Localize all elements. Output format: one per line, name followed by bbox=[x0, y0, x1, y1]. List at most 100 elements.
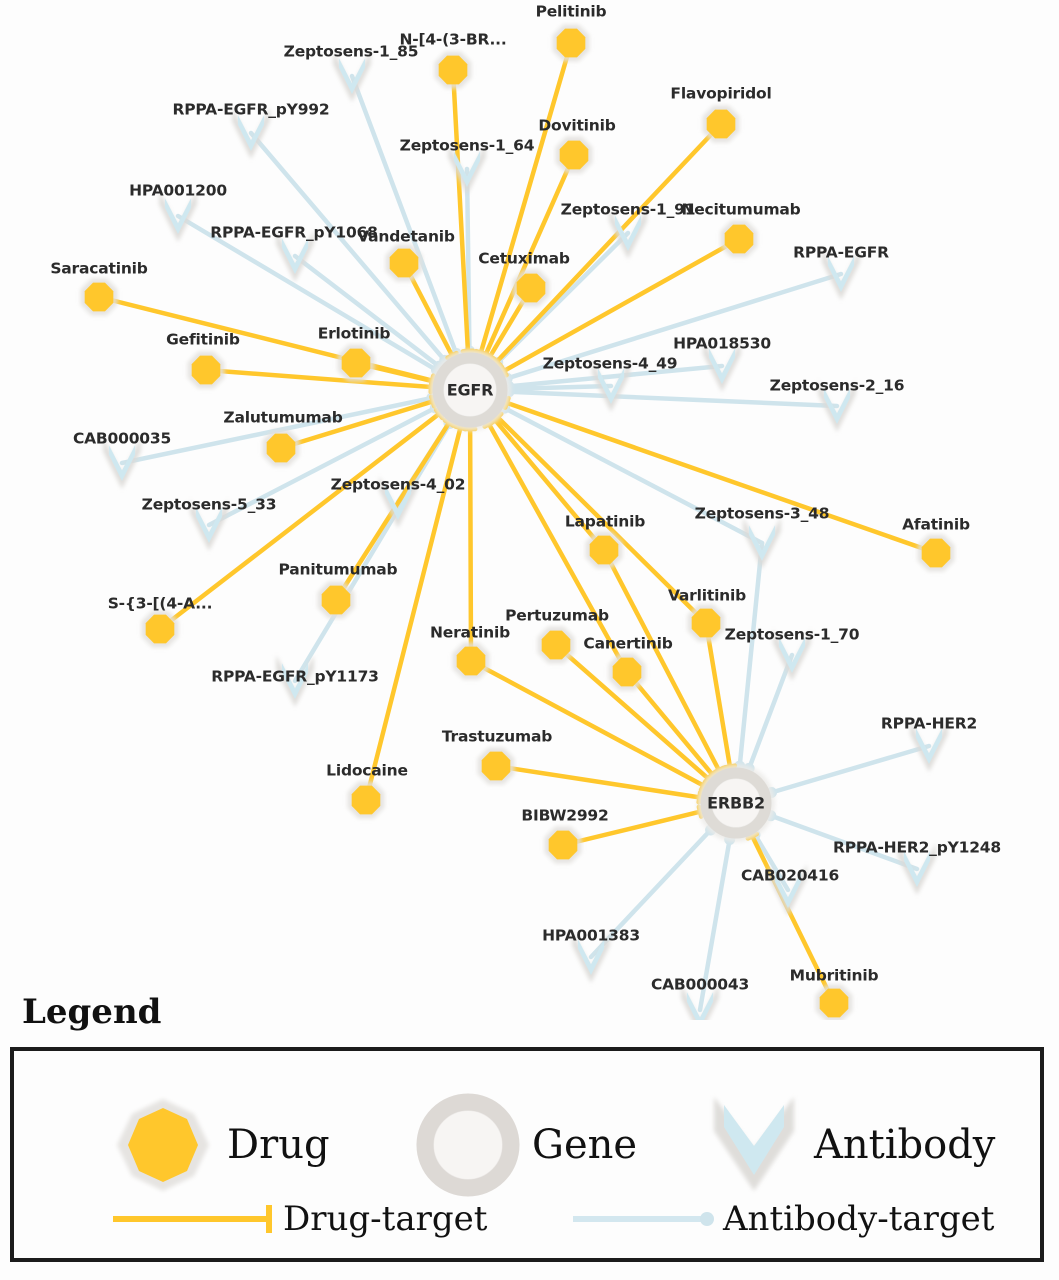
antibody-label: Zeptosens-4_02 bbox=[330, 475, 466, 494]
antibody-label: Zeptosens-1_64 bbox=[399, 136, 535, 155]
drug-node[interactable] bbox=[585, 531, 623, 569]
antibody-label: Zeptosens-1_85 bbox=[283, 42, 419, 61]
drug-node[interactable] bbox=[317, 581, 355, 619]
antibody-node[interactable] bbox=[910, 720, 948, 772]
drug-label: N-[4-(3-BR... bbox=[399, 30, 507, 49]
drug-node[interactable] bbox=[477, 747, 515, 785]
antibody-label: Zeptosens-3_48 bbox=[694, 504, 830, 523]
legend-label-gene: Gene bbox=[532, 1122, 638, 1168]
antibody-node[interactable] bbox=[769, 864, 807, 916]
drug-label: Vandetanib bbox=[357, 227, 455, 246]
drug-label: Trastuzumab bbox=[441, 727, 553, 746]
drug-label: Saracatinib bbox=[50, 259, 148, 278]
drug-node[interactable] bbox=[80, 278, 118, 316]
antibody-node[interactable] bbox=[773, 629, 811, 681]
antibody-node[interactable] bbox=[572, 931, 610, 983]
antibody-label: Zeptosens-5_33 bbox=[141, 495, 277, 514]
drug-label: S-{3-[(4-A... bbox=[107, 594, 213, 613]
drug-label: Erlotinib bbox=[317, 324, 391, 343]
drug-node[interactable] bbox=[608, 653, 646, 691]
antibody-node[interactable] bbox=[818, 380, 856, 432]
antibody-node[interactable] bbox=[333, 50, 371, 102]
antibody-node[interactable] bbox=[898, 843, 936, 895]
antibody-node[interactable] bbox=[592, 360, 630, 412]
antibody-label: CAB000035 bbox=[72, 429, 172, 448]
drug-node[interactable] bbox=[141, 610, 179, 648]
drug-label: Pelitinib bbox=[535, 2, 607, 21]
drug-label: Panitumumab bbox=[278, 560, 398, 579]
legend-edge-row: Drug-target Antibody-target bbox=[14, 1199, 1040, 1259]
network-canvas bbox=[80, 24, 955, 1020]
antibody-label: RPPA-HER2 bbox=[880, 714, 978, 733]
antibody-label: HPA001383 bbox=[542, 926, 640, 945]
drug-node[interactable] bbox=[512, 269, 550, 307]
antibody-node[interactable] bbox=[276, 655, 314, 707]
gene-node-egfr[interactable] bbox=[429, 349, 511, 431]
antibody-label: Zeptosens-2_16 bbox=[769, 376, 905, 395]
antibody-target-edge-icon bbox=[573, 1212, 714, 1226]
drug-label: Mubritinib bbox=[789, 966, 879, 985]
drug-node[interactable] bbox=[385, 244, 423, 282]
drug-label: Varlitinib bbox=[667, 586, 747, 605]
drug-label: Zalutumumab bbox=[223, 408, 343, 427]
antibody-label: RPPA-EGFR_pY992 bbox=[172, 100, 330, 119]
antibody-node[interactable] bbox=[822, 248, 860, 300]
legend-item-antibody-target: Antibody-target bbox=[569, 1199, 994, 1239]
antibody-node[interactable] bbox=[743, 517, 781, 569]
drug-icon bbox=[117, 1099, 209, 1191]
drug-label: Gefitinib bbox=[166, 330, 240, 349]
drug-node[interactable] bbox=[815, 984, 853, 1020]
drug-node[interactable] bbox=[917, 534, 955, 572]
drug-node[interactable] bbox=[544, 826, 582, 864]
legend-item-drug-target: Drug-target bbox=[109, 1199, 487, 1239]
antibody-icon bbox=[714, 1097, 794, 1191]
gene-node-erbb2[interactable] bbox=[697, 764, 775, 842]
drug-node[interactable] bbox=[262, 429, 300, 467]
gene-label-erbb2: ERBB2 bbox=[707, 793, 765, 813]
antibody-node[interactable] bbox=[103, 437, 141, 489]
legend-box: Drug Gene Antibody bbox=[10, 1047, 1044, 1262]
drug-node[interactable] bbox=[537, 626, 575, 664]
antibody-label: RPPA-EGFR_pY1173 bbox=[211, 667, 379, 686]
drug-node[interactable] bbox=[687, 604, 725, 642]
drug-label: Dovitinib bbox=[538, 116, 616, 135]
antibody-node[interactable] bbox=[703, 340, 741, 392]
legend-label-drug-target: Drug-target bbox=[283, 1199, 488, 1239]
antibody-label: RPPA-HER2_pY1248 bbox=[833, 838, 1001, 857]
legend-title: Legend bbox=[22, 992, 162, 1032]
legend-item-drug: Drug bbox=[109, 1091, 330, 1199]
legend-label-antibody-target: Antibody-target bbox=[723, 1199, 995, 1239]
drug-label: Lapatinib bbox=[564, 512, 646, 531]
antibody-node[interactable] bbox=[232, 107, 270, 159]
drug-node[interactable] bbox=[347, 781, 385, 819]
drug-label: Cetuximab bbox=[478, 249, 570, 268]
antibody-node[interactable] bbox=[276, 230, 314, 282]
gene-label-egfr: EGFR bbox=[446, 380, 494, 400]
drug-node[interactable] bbox=[337, 344, 375, 382]
nodes-layer bbox=[80, 24, 955, 1020]
antibody-node[interactable] bbox=[448, 143, 486, 195]
drug-node[interactable] bbox=[720, 220, 758, 258]
antibody-label: RPPA-EGFR_pY1068 bbox=[210, 223, 378, 242]
drug-node[interactable] bbox=[187, 351, 225, 389]
antibody-node[interactable] bbox=[190, 499, 228, 551]
drug-node[interactable] bbox=[452, 642, 490, 680]
antibody-label: RPPA-EGFR bbox=[793, 243, 889, 262]
antibody-label: Zeptosens-1_70 bbox=[724, 625, 860, 644]
drug-node[interactable] bbox=[702, 105, 740, 143]
antibody-label: Zeptosens-4_49 bbox=[542, 354, 678, 373]
drug-label: Canertinib bbox=[583, 634, 673, 653]
antibody-node[interactable] bbox=[681, 984, 719, 1020]
drug-target-edge-icon bbox=[113, 1205, 272, 1233]
antibody-node[interactable] bbox=[609, 207, 647, 259]
drug-label: Neratinib bbox=[430, 623, 510, 642]
antibody-label: Zeptosens-1_91 bbox=[560, 200, 696, 219]
antibody-node[interactable] bbox=[159, 190, 197, 242]
legend-item-gene: Gene bbox=[414, 1091, 637, 1199]
drug-node[interactable] bbox=[552, 24, 590, 62]
drug-node[interactable] bbox=[555, 136, 593, 174]
antibody-node[interactable] bbox=[379, 476, 417, 528]
drug-node[interactable] bbox=[434, 51, 472, 89]
drug-label: BIBW2992 bbox=[521, 806, 609, 825]
